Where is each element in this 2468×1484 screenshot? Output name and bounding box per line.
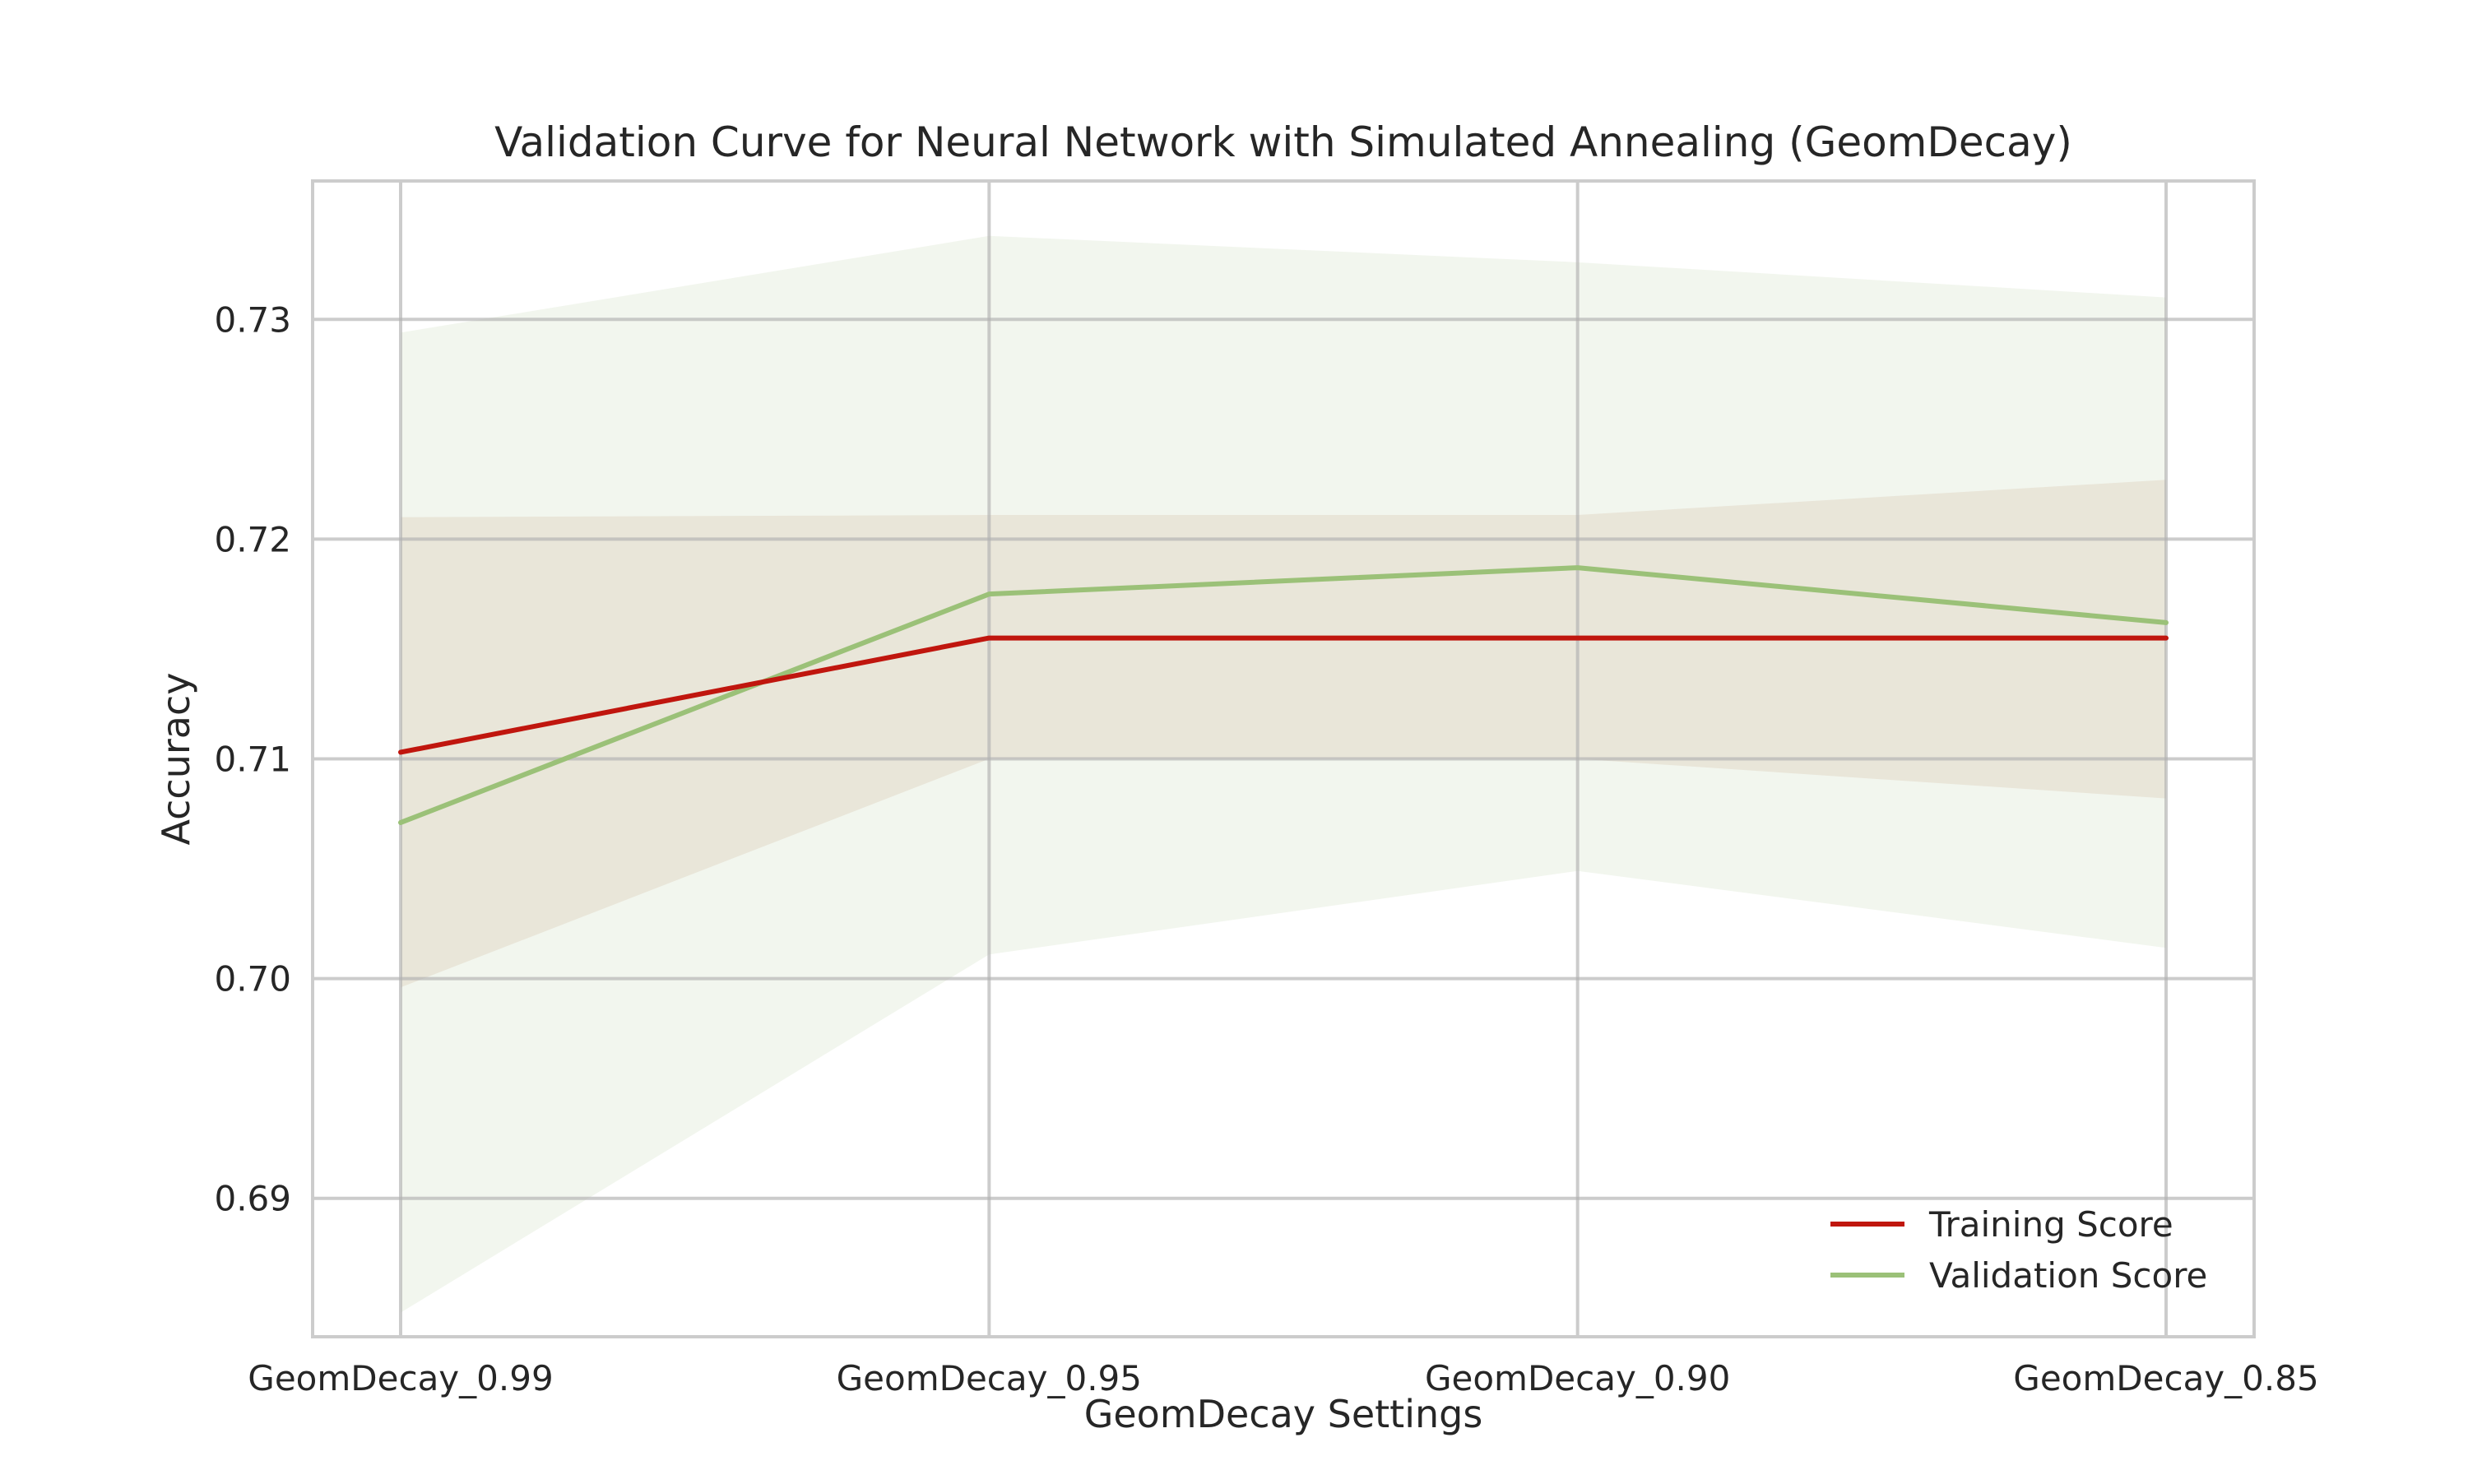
legend-label-training: Training Score <box>1928 1204 2173 1245</box>
chart-title: Validation Curve for Neural Network with… <box>494 118 2072 166</box>
confidence-bands <box>401 236 2166 1313</box>
legend: Training Score Validation Score <box>1830 1204 2207 1296</box>
legend-label-validation: Validation Score <box>1929 1255 2207 1296</box>
y-tick-label: 0.70 <box>214 959 291 999</box>
y-axis-label: Accuracy <box>154 672 198 845</box>
y-tick-label: 0.69 <box>214 1179 291 1219</box>
x-tick-label: GeomDecay_0.85 <box>2013 1358 2318 1398</box>
x-tick-label: GeomDecay_0.99 <box>248 1358 553 1398</box>
y-tick-label: 0.71 <box>214 740 291 780</box>
confidence-band-validation <box>401 236 2166 1313</box>
y-tick-label: 0.73 <box>214 299 291 340</box>
x-axis-label: GeomDecay Settings <box>1084 1392 1483 1436</box>
y-tick-label: 0.72 <box>214 519 291 559</box>
